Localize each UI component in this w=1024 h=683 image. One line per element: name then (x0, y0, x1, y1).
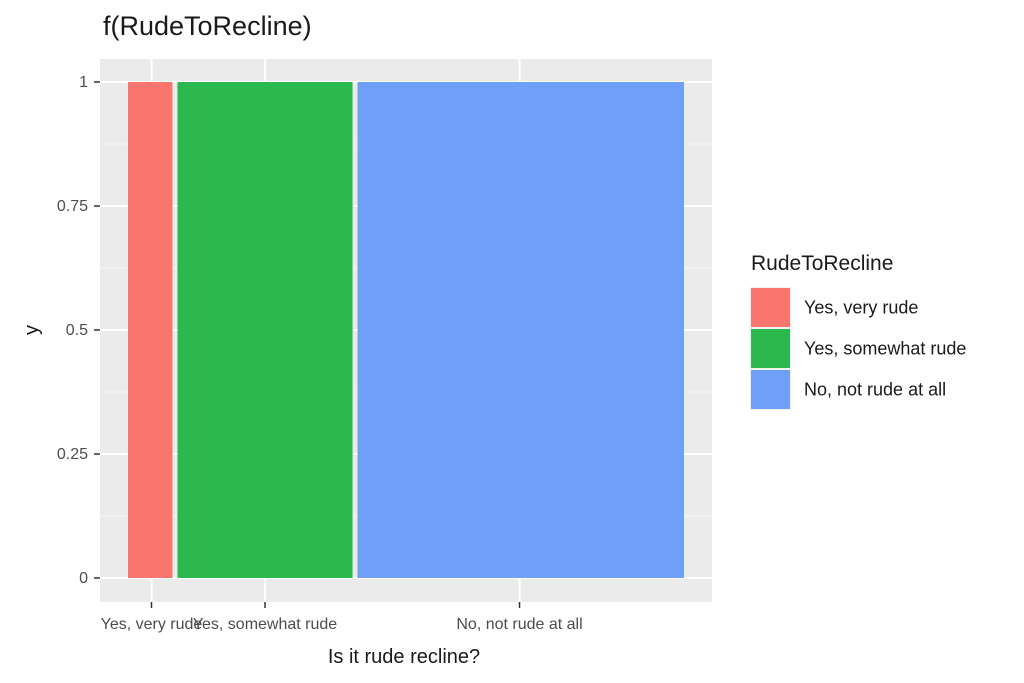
y-axis-title: y (21, 325, 43, 335)
legend-swatch (751, 329, 790, 368)
y-tick-label: 0.5 (66, 322, 88, 339)
legend-label: Yes, somewhat rude (804, 339, 966, 359)
bar (177, 82, 353, 578)
legend-label: No, not rude at all (804, 380, 946, 400)
y-axis: 0 0.25 0.5 0.75 1 (57, 74, 100, 587)
bar (128, 82, 173, 578)
y-tick-label: 0 (79, 570, 88, 587)
legend-swatch (751, 370, 790, 409)
x-tick-label: Yes, somewhat rude (193, 616, 337, 633)
x-tick-label: No, not rude at all (456, 616, 582, 633)
y-tick-label: 0.25 (57, 446, 88, 463)
x-tick-label: Yes, very rude (101, 616, 203, 633)
bar (357, 82, 684, 578)
bars (128, 82, 684, 578)
y-tick-label: 1 (79, 74, 88, 91)
legend: RudeToRecline Yes, very rude Yes, somewha… (750, 252, 966, 410)
chart-title: f(RudeToRecline) (103, 11, 312, 41)
y-tick-label: 0.75 (57, 198, 88, 215)
legend-swatch (751, 288, 790, 327)
x-axis-title: Is it rude recline? (328, 646, 480, 668)
legend-label: Yes, very rude (804, 298, 918, 318)
legend-title: RudeToRecline (751, 252, 893, 275)
